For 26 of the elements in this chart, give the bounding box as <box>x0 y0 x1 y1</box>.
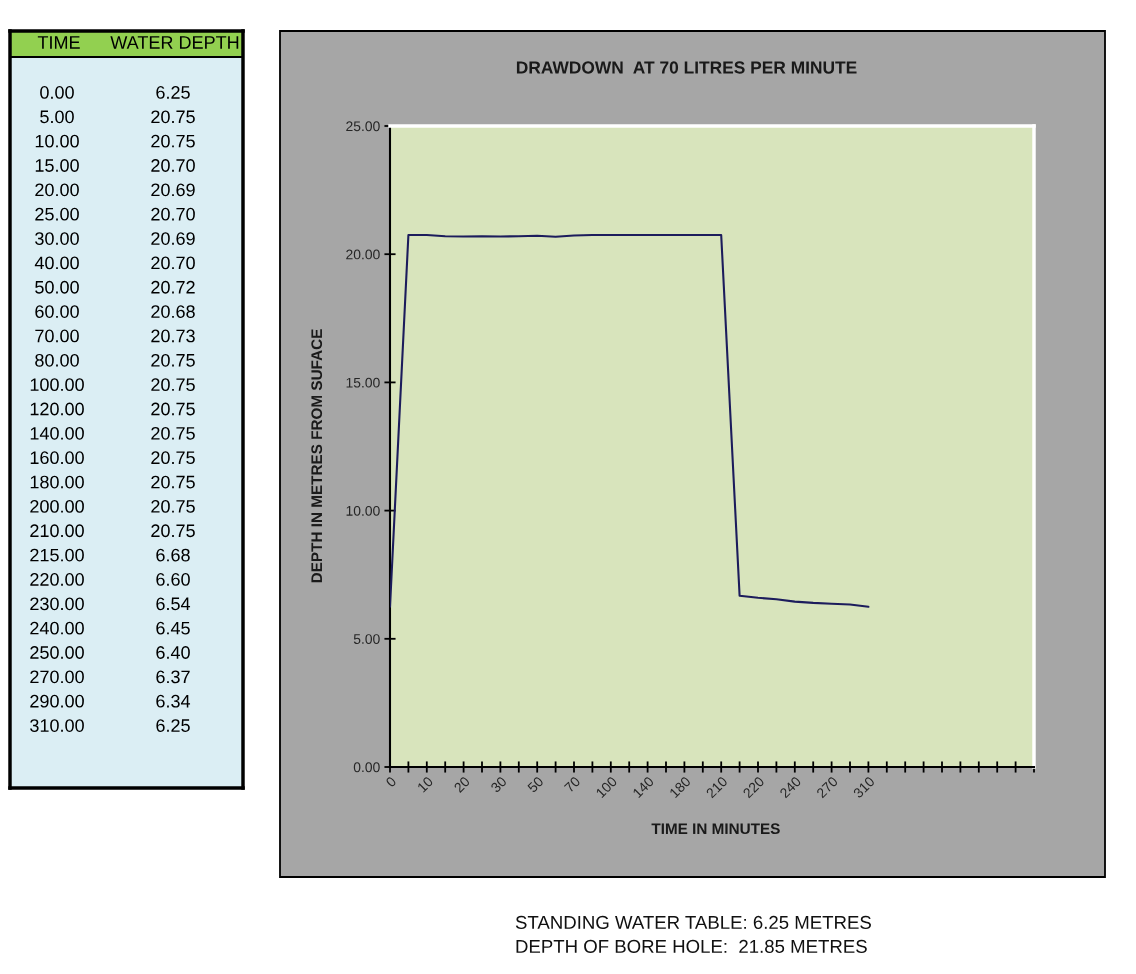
x-tick-label: 310 <box>852 775 876 799</box>
text: STANDING WATER TABLE: 6.25 METRES <box>515 915 871 929</box>
line-series <box>390 233 870 608</box>
y-axis-title: DEPTH IN METRES FROM SUFACE <box>311 329 323 583</box>
x-axis-title: TIME IN MINUTES <box>651 823 780 835</box>
x-tick-label: 270 <box>815 775 839 799</box>
x-tick-label: 20 <box>453 775 471 793</box>
x-tick-label: 0 <box>385 775 397 788</box>
x-tick-label: 10 <box>416 775 434 793</box>
y-tick-label: 20.00 <box>346 249 380 260</box>
x-tick-label: 100 <box>595 775 618 799</box>
y-tick-label: 15.00 <box>346 377 380 388</box>
y-tick-label: 25.00 <box>346 121 380 132</box>
y-tick-label: 10.00 <box>346 505 380 516</box>
y-tick-label: 5.00 <box>353 634 380 644</box>
x-tick-label: 70 <box>563 775 581 793</box>
x-tick-label: 210 <box>705 775 729 799</box>
x-tick-label: 180 <box>669 775 692 799</box>
text: DEPTH OF BORE HOLE: 21.85 METRES <box>516 939 867 953</box>
x-tick-label: 50 <box>526 775 545 794</box>
y-tick-label: 0.00 <box>353 762 380 773</box>
chart-title: DRAWDOWN AT 70 LITRES PER MINUTE <box>516 61 857 74</box>
x-tick-label: 140 <box>632 775 655 799</box>
x-tick-label: 220 <box>742 775 765 799</box>
x-tick-label: 30 <box>490 775 508 794</box>
x-tick-label: 240 <box>779 775 802 799</box>
